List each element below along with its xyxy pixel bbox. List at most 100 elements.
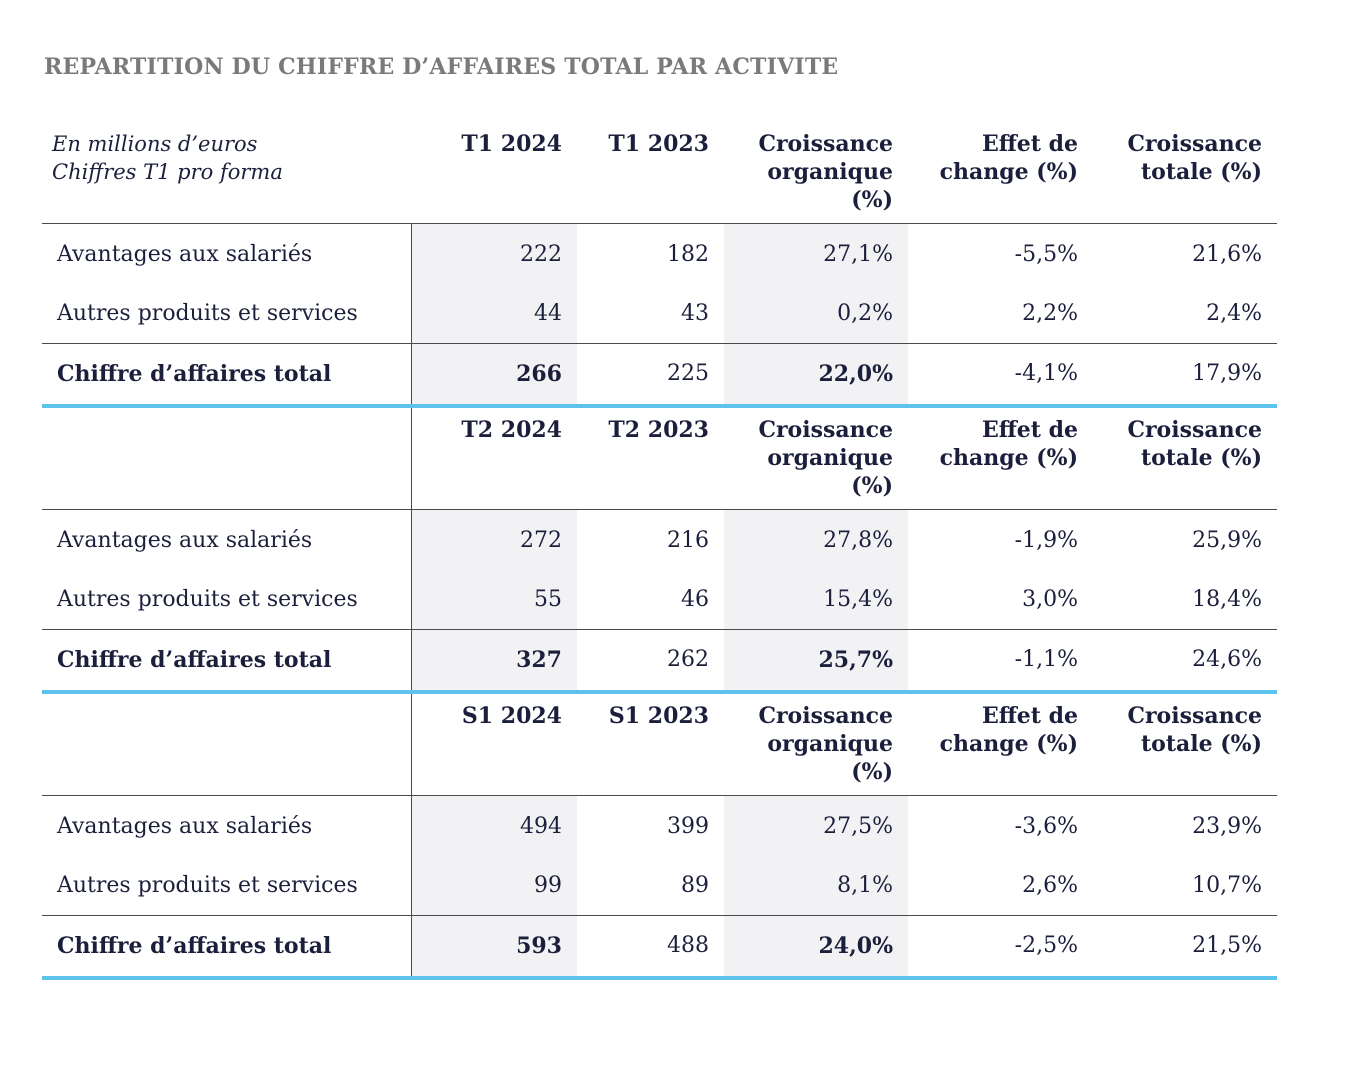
row-label: Autres produits et services: [57, 873, 358, 898]
table-cell: 593: [411, 916, 577, 976]
table-cell: 2,4%: [1206, 301, 1262, 326]
table-header-row: T2 2024 T2 2023 Croissance organique (%)…: [42, 408, 1277, 510]
table-cell: 23,9%: [1192, 814, 1262, 839]
table-cell: 44: [411, 284, 577, 343]
column-header-line: T2 2023: [608, 417, 709, 443]
table-cell: 266: [411, 344, 577, 404]
table-cell: 21,6%: [1192, 242, 1262, 267]
table-cell: 25,9%: [1192, 528, 1262, 553]
column-header: Croissance organique (%): [724, 408, 908, 509]
column-header-line: change (%): [939, 159, 1078, 185]
column-header-line: S1 2024: [461, 703, 562, 729]
table-cell: 225: [667, 361, 709, 386]
column-header-line: totale (%): [1141, 445, 1262, 471]
table-cell: 22,0%: [724, 344, 908, 404]
column-header: Effet de change (%): [908, 122, 1093, 223]
table-cell: -5,5%: [1014, 242, 1078, 267]
column-header-line: (%): [851, 759, 893, 785]
column-header-line: totale (%): [1141, 159, 1262, 185]
column-header-line: Croissance: [758, 703, 893, 729]
table-cell: 216: [667, 528, 709, 553]
column-header-line: Croissance: [1127, 703, 1262, 729]
table-cell: -3,6%: [1014, 814, 1078, 839]
header-spacer: [42, 408, 411, 509]
table-cell: 262: [667, 647, 709, 672]
column-header: Croissance totale (%): [1093, 122, 1277, 223]
column-header: Effet de change (%): [908, 694, 1093, 795]
column-header-line: change (%): [939, 731, 1078, 757]
table-cell: 27,1%: [724, 224, 908, 284]
table-cell: 15,4%: [724, 570, 908, 629]
table-cell: 89: [681, 873, 709, 898]
column-header-line: (%): [851, 473, 893, 499]
table-cell: 272: [411, 510, 577, 570]
table-cell: 27,5%: [724, 796, 908, 856]
table-cell: 55: [411, 570, 577, 629]
table-cell: 24,0%: [724, 916, 908, 976]
table-row: Autres produits et services 99 89 8,1% 2…: [42, 856, 1277, 916]
header-spacer: [42, 694, 411, 795]
row-label: Chiffre d’affaires total: [57, 933, 332, 959]
total-row: Chiffre d’affaires total 266 225 22,0% -…: [42, 344, 1277, 408]
table-cell: 2,6%: [1022, 873, 1078, 898]
total-row: Chiffre d’affaires total 593 488 24,0% -…: [42, 916, 1277, 980]
table-cell: 10,7%: [1192, 873, 1262, 898]
column-header-line: change (%): [939, 445, 1078, 471]
column-header-line: totale (%): [1141, 731, 1262, 757]
table-cell: -4,1%: [1014, 361, 1078, 386]
column-header: Croissance totale (%): [1093, 694, 1277, 795]
table-cell: 24,6%: [1192, 647, 1262, 672]
table-cell: 21,5%: [1192, 933, 1262, 958]
column-header-line: organique: [767, 159, 893, 185]
table-cell: -1,9%: [1014, 528, 1078, 553]
column-header-line: (%): [851, 187, 893, 213]
row-label: Chiffre d’affaires total: [57, 647, 332, 673]
table-cell: 399: [667, 814, 709, 839]
table-cell: 27,8%: [724, 510, 908, 570]
units-note: En millions d’euros Chiffres T1 pro form…: [42, 122, 411, 223]
column-header: Croissance organique (%): [724, 122, 908, 223]
column-header: Croissance organique (%): [724, 694, 908, 795]
row-label: Avantages aux salariés: [57, 242, 313, 267]
column-header-line: Effet de: [981, 131, 1078, 157]
table-cell: -2,5%: [1014, 933, 1078, 958]
column-header: S1 2023: [577, 694, 724, 795]
table-cell: 2,2%: [1022, 301, 1078, 326]
column-header-line: Effet de: [981, 703, 1078, 729]
column-header: S1 2024: [411, 694, 577, 795]
table-row: Autres produits et services 44 43 0,2% 2…: [42, 284, 1277, 344]
column-header: Effet de change (%): [908, 408, 1093, 509]
table-row: Autres produits et services 55 46 15,4% …: [42, 570, 1277, 630]
total-row: Chiffre d’affaires total 327 262 25,7% -…: [42, 630, 1277, 694]
row-label: Chiffre d’affaires total: [57, 361, 332, 387]
table-cell: 182: [667, 242, 709, 267]
column-header-line: Croissance: [1127, 417, 1262, 443]
column-header-line: T2 2024: [461, 417, 562, 443]
column-header-line: organique: [767, 445, 893, 471]
table-cell: 494: [411, 796, 577, 856]
column-header: Croissance totale (%): [1093, 408, 1277, 509]
units-note-line: En millions d’euros: [52, 132, 258, 156]
row-label: Avantages aux salariés: [57, 814, 313, 839]
units-note-line: Chiffres T1 pro forma: [52, 160, 283, 184]
page-title: REPARTITION DU CHIFFRE D’AFFAIRES TOTAL …: [44, 54, 839, 80]
table-cell: 17,9%: [1192, 361, 1262, 386]
table-cell: 3,0%: [1022, 587, 1078, 612]
column-header-line: T1 2024: [461, 131, 562, 157]
table-cell: 18,4%: [1192, 587, 1262, 612]
table-cell: -1,1%: [1014, 647, 1078, 672]
column-header: T2 2024: [411, 408, 577, 509]
column-header-line: Croissance: [758, 131, 893, 157]
column-header-line: S1 2023: [608, 703, 709, 729]
row-label: Avantages aux salariés: [57, 528, 313, 553]
table-cell: 488: [667, 933, 709, 958]
table-cell: 327: [411, 630, 577, 690]
table-cell: 99: [411, 856, 577, 915]
column-header-line: T1 2023: [608, 131, 709, 157]
table-cell: 8,1%: [724, 856, 908, 915]
table-row: Avantages aux salariés 272 216 27,8% -1,…: [42, 510, 1277, 570]
column-header-line: Croissance: [758, 417, 893, 443]
table-cell: 46: [681, 587, 709, 612]
table-cell: 222: [411, 224, 577, 284]
table-row: Avantages aux salariés 494 399 27,5% -3,…: [42, 796, 1277, 856]
